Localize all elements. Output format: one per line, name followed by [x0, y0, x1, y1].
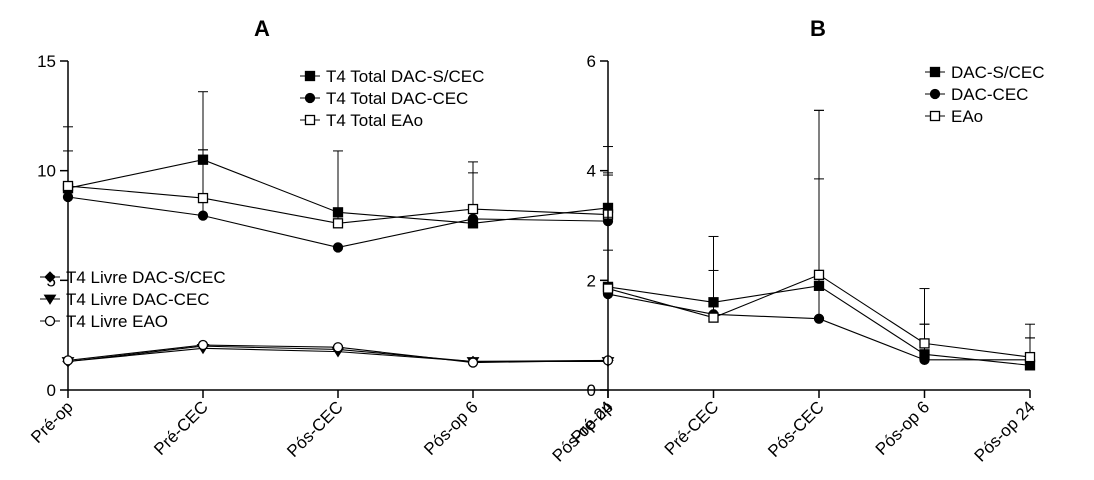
legend-marker: [304, 114, 316, 126]
data-point: [813, 280, 825, 291]
data-point: [62, 191, 74, 203]
y-tick-label: 15: [37, 52, 56, 71]
data-point: [708, 297, 719, 308]
data-point: [813, 269, 825, 281]
data-point: [332, 207, 344, 218]
panel-title: A: [254, 16, 270, 41]
data-point: [467, 203, 479, 215]
data-point: [467, 213, 479, 225]
y-tick-label: 4: [587, 162, 596, 181]
data-point: [919, 354, 930, 365]
data-point: [332, 242, 344, 253]
data-point: [197, 210, 209, 221]
data-point: [197, 192, 209, 204]
legend: T4 Livre DAC-S/CEC T4 Livre DAC-CEC T4 Liv…: [40, 268, 226, 331]
x-tick-label: Pré-CEC: [150, 397, 212, 459]
data-point: [467, 357, 479, 368]
data-point: [919, 338, 930, 349]
data-point: [813, 313, 825, 324]
data-point: [602, 283, 614, 294]
legend-marker: [304, 70, 316, 82]
data-point: [197, 154, 209, 165]
legend-label: T4 Livre DAC-CEC: [66, 290, 210, 309]
x-tick-label: Pós-op 24: [971, 397, 1039, 465]
legend-marker: [44, 315, 56, 327]
legend-marker: [929, 110, 941, 122]
legend-label: T4 Livre DAC-S/CEC: [66, 268, 226, 287]
data-point: [708, 312, 719, 323]
data-point: [332, 342, 344, 353]
x-tick-label: Pós-CEC: [764, 397, 828, 461]
legend-marker: [43, 294, 57, 305]
panel-title: B: [810, 16, 826, 41]
legend: T4 Total DAC-S/CEC T4 Total DAC-CEC T4 Tot…: [300, 67, 484, 130]
legend-marker: [929, 66, 941, 78]
y-tick-label: 2: [587, 271, 596, 290]
x-tick-label: Pré-op: [27, 397, 77, 447]
data-point: [332, 218, 344, 229]
x-tick-label: Pós-op 6: [420, 397, 482, 459]
y-tick-label: 0: [47, 381, 56, 400]
legend-marker: [929, 88, 941, 100]
x-tick-label: Pós-op 6: [872, 397, 934, 459]
legend-label: T4 Total EAo: [326, 111, 423, 130]
chart-panel-b: B 0 2 4 6 Pré-op Pré-CEC Pós-CEC Pós-op 6 Pós-op …: [567, 16, 1044, 466]
legend-label: DAC-CEC: [951, 85, 1028, 104]
legend-marker: [44, 271, 56, 283]
y-tick-label: 0: [587, 381, 596, 400]
data-point: [62, 180, 74, 192]
x-tick-label: Pós-CEC: [283, 397, 347, 461]
legend-label: DAC-S/CEC: [951, 63, 1045, 82]
legend-label: T4 Total DAC-S/CEC: [326, 67, 484, 86]
x-tick-label: Pré-op: [567, 397, 617, 447]
x-tick-label: Pré-CEC: [661, 397, 723, 459]
legend-label: T4 Livre EAO: [66, 312, 168, 331]
data-point: [62, 355, 74, 366]
legend-label: T4 Total DAC-CEC: [326, 89, 468, 108]
legend: DAC-S/CEC DAC-CEC EAo: [925, 63, 1045, 126]
y-tick-label: 10: [37, 162, 56, 181]
legend-label: EAo: [951, 107, 983, 126]
data-point: [1024, 351, 1036, 363]
legend-marker: [304, 92, 316, 104]
data-point: [197, 339, 209, 351]
y-tick-label: 6: [587, 52, 596, 71]
